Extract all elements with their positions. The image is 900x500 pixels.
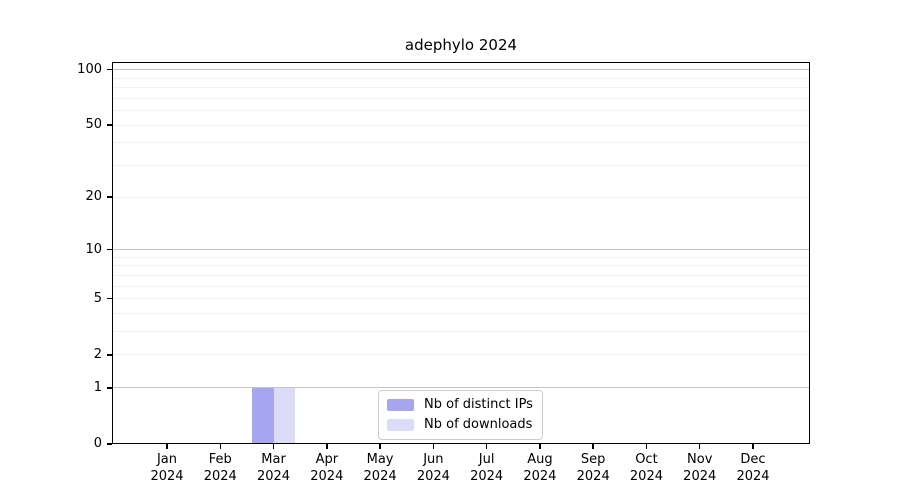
- legend-label-distinct-ips: Nb of distinct IPs: [424, 397, 533, 412]
- y-tick-label: 20: [85, 189, 102, 205]
- y-axis-tick: [107, 68, 112, 71]
- gridline-minor: [112, 274, 810, 276]
- gridline-minor: [112, 285, 810, 287]
- legend-item-distinct-ips: Nb of distinct IPs: [387, 397, 533, 413]
- gridline-minor: [112, 312, 810, 314]
- y-tick-label: 5: [93, 290, 102, 306]
- y-axis-tick: [107, 354, 112, 356]
- x-tick-label: Apr 2024: [310, 452, 344, 484]
- legend-item-downloads: Nb of downloads: [387, 417, 533, 433]
- legend-swatch-downloads: [387, 419, 414, 431]
- gridline-minor: [112, 110, 810, 112]
- gridline-minor: [112, 87, 810, 89]
- gridline-major: [112, 387, 810, 389]
- y-axis-tick: [107, 387, 112, 389]
- gridline-minor: [112, 77, 810, 79]
- x-axis-tick: [272, 444, 275, 449]
- x-axis-tick: [592, 444, 594, 449]
- gridline-major: [112, 69, 810, 71]
- gridline-minor: [112, 331, 810, 333]
- gridline-minor: [112, 124, 810, 126]
- x-tick-label: Dec 2024: [736, 452, 770, 484]
- legend-label-downloads: Nb of downloads: [424, 417, 533, 432]
- x-axis-tick: [645, 444, 648, 449]
- x-axis-tick: [432, 444, 435, 449]
- y-axis-tick: [107, 124, 112, 126]
- x-tick-label: Mar 2024: [256, 452, 291, 484]
- x-axis-tick: [326, 444, 328, 449]
- y-tick-label: 1: [93, 379, 102, 395]
- x-tick-label: Sep 2024: [576, 452, 610, 484]
- y-axis-tick: [107, 297, 112, 300]
- gridline-minor: [112, 354, 810, 356]
- x-tick-label: Jan 2024: [150, 452, 184, 484]
- x-tick-label: May 2024: [363, 452, 397, 484]
- gridline-minor: [112, 196, 810, 198]
- x-tick-label: Jun 2024: [416, 452, 450, 484]
- y-axis-tick: [107, 248, 112, 251]
- gridline-minor: [112, 265, 810, 267]
- gridline-minor: [112, 256, 810, 258]
- x-tick-label: Feb 2024: [203, 452, 237, 484]
- y-axis-tick: [107, 196, 112, 198]
- y-axis-tick: [107, 443, 112, 445]
- x-tick-label: Oct 2024: [629, 452, 663, 484]
- x-axis-tick: [752, 444, 754, 449]
- legend: Nb of distinct IPs Nb of downloads: [378, 390, 543, 440]
- bar-distinct-ips: [252, 387, 274, 444]
- x-tick-label: Aug 2024: [523, 452, 557, 484]
- y-tick-label: 0: [93, 436, 102, 451]
- y-tick-label: 2: [93, 346, 102, 362]
- gridline-major: [112, 249, 810, 250]
- x-axis-tick: [219, 444, 222, 449]
- x-axis-tick: [485, 444, 488, 449]
- x-axis-tick: [698, 444, 701, 449]
- x-tick-label: Jul 2024: [470, 452, 504, 484]
- x-axis-tick: [379, 444, 381, 449]
- x-axis-tick: [539, 444, 541, 449]
- x-tick-label: Nov 2024: [683, 452, 717, 484]
- y-tick-label: 10: [85, 241, 102, 257]
- y-tick-label: 100: [77, 61, 102, 77]
- chart-title: adephylo 2024: [404, 36, 518, 54]
- legend-swatch-distinct-ips: [387, 399, 414, 411]
- gridline-minor: [112, 97, 810, 99]
- y-tick-label: 50: [85, 117, 102, 133]
- x-axis-tick: [166, 444, 168, 449]
- bar-downloads: [273, 387, 295, 444]
- plot-area: Nb of distinct IPs Nb of downloads: [112, 62, 810, 444]
- gridline-minor: [112, 164, 810, 166]
- gridline-minor: [112, 142, 810, 144]
- gridline-minor: [112, 298, 810, 300]
